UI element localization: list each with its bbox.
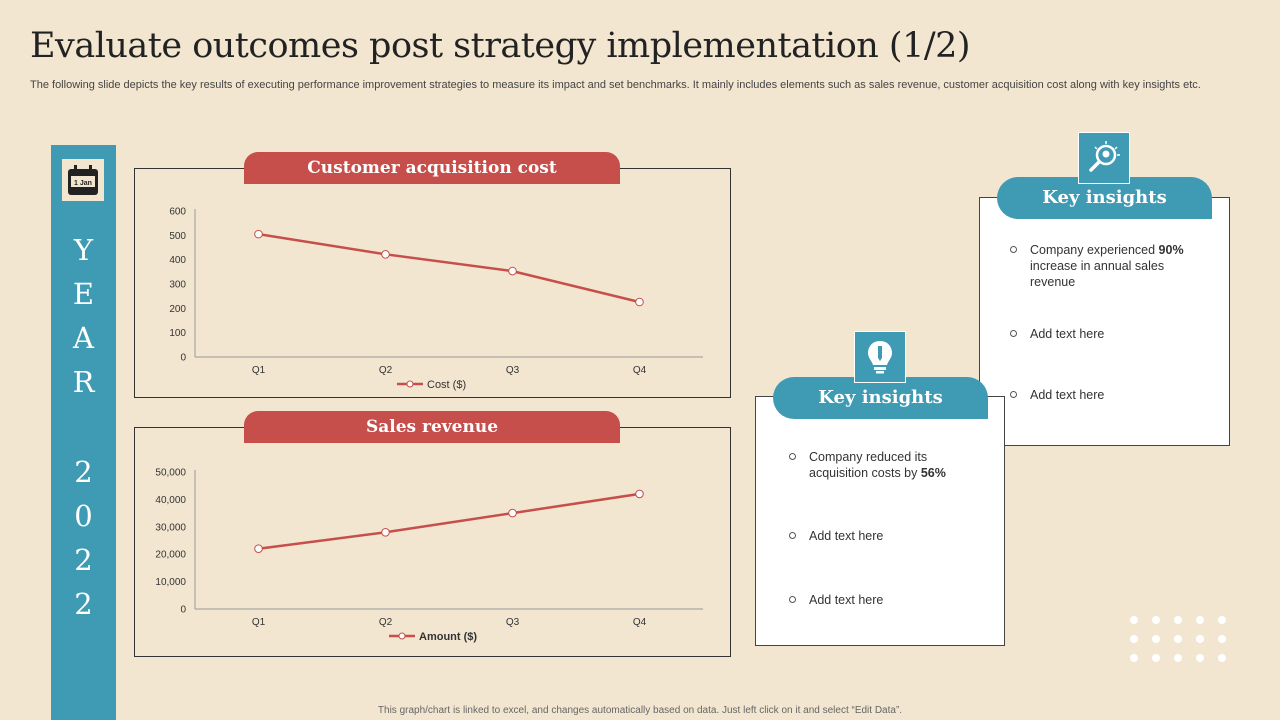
sales-legend-label: Amount ($) (419, 631, 477, 643)
decorative-dot (1152, 616, 1160, 624)
cac-y-tick-label: 500 (169, 231, 186, 242)
cac-chart-title: Customer acquisition cost (244, 152, 620, 184)
sales-chart-title: Sales revenue (244, 411, 620, 443)
insight-item: Company reduced its acquisition costs by… (789, 449, 984, 481)
decorative-dot (1130, 635, 1138, 643)
decorative-dot (1174, 616, 1182, 624)
insights-title-cost: Key insights (773, 377, 988, 419)
insight-item: Add text here (1010, 326, 1104, 342)
year-bar: 1 Jan Y E A R 2 0 2 2 (51, 145, 116, 720)
sales-y-tick-label: 50,000 (155, 468, 186, 479)
year-digit-4: 2 (74, 587, 93, 621)
sales-y-tick-label: 0 (180, 605, 186, 616)
magnifier-bulb-icon (1078, 132, 1130, 184)
sales-chart-panel: 0 10,000 20,000 30,000 40,000 50,000 Q1 Q2 Q3 Q4 A… (134, 427, 731, 657)
decorative-dot (1218, 654, 1226, 662)
cac-y-tick-label: 300 (169, 280, 186, 291)
insights-card-revenue: Company experienced 90% increase in annu… (979, 197, 1230, 446)
sales-x-tick-label: Q1 (252, 617, 266, 628)
sales-data-point (635, 489, 644, 499)
decorative-dot (1130, 616, 1138, 624)
sales-data-point (508, 508, 517, 518)
year-digit-1: 2 (74, 455, 93, 489)
year-letter-a: A (73, 321, 94, 355)
decorative-dot (1174, 635, 1182, 643)
calendar-icon: 1 Jan (62, 159, 104, 201)
cac-data-point (381, 250, 390, 259)
insight-item: Add text here (789, 528, 883, 544)
sales-data-point (254, 544, 263, 554)
cac-chart-panel: 0 100 200 300 400 500 600 Q1 Q2 Q3 Q4 Cost ($) (134, 168, 731, 398)
cac-y-tick-label: 400 (169, 255, 186, 266)
page-title: Evaluate outcomes post strategy implemen… (30, 26, 971, 66)
decorative-dot (1152, 635, 1160, 643)
year-letter-r: R (72, 365, 95, 399)
decorative-dot (1174, 654, 1182, 662)
year-letter-y: Y (73, 233, 94, 267)
decorative-dot (1152, 654, 1160, 662)
sales-legend-marker (398, 632, 406, 640)
decorative-dot (1218, 616, 1226, 624)
cac-data-point (508, 266, 517, 276)
cac-legend-label: Cost ($) (427, 379, 466, 391)
sales-y-tick-label: 20,000 (155, 550, 186, 561)
cac-x-tick-label: Q3 (506, 365, 520, 376)
cac-data-point (635, 297, 644, 307)
decorative-dot (1130, 654, 1138, 662)
insight-item: Add text here (1010, 387, 1104, 403)
page-subtitle: The following slide depicts the key resu… (30, 79, 1201, 91)
decorative-dot (1196, 616, 1204, 624)
cac-data-point (254, 229, 263, 239)
sales-line-chart: 0 10,000 20,000 30,000 40,000 50,000 Q1 Q2 Q3 Q4 A… (155, 468, 703, 643)
sales-x-tick-label: Q4 (633, 617, 647, 628)
insights-card-cost: Company reduced its acquisition costs by… (755, 396, 1005, 646)
sales-y-tick-label: 40,000 (155, 495, 186, 506)
pen-bulb-icon (854, 331, 906, 383)
decorative-dot (1218, 635, 1226, 643)
insight-item: Add text here (789, 592, 883, 608)
cac-x-tick-label: Q4 (633, 365, 647, 376)
calendar-label: 1 Jan (74, 180, 92, 187)
chart-footnote: This graph/chart is linked to excel, and… (377, 705, 903, 716)
cac-y-tick-label: 200 (169, 304, 186, 315)
cac-legend-marker (406, 380, 414, 388)
year-letter-e: E (72, 277, 95, 311)
cac-y-tick-label: 600 (169, 207, 186, 218)
cac-line-chart: 0 100 200 300 400 500 600 Q1 Q2 Q3 Q4 Cost ($) (169, 207, 703, 391)
cac-x-tick-label: Q2 (379, 365, 393, 376)
decorative-dot (1196, 635, 1204, 643)
sales-y-tick-label: 30,000 (155, 522, 186, 533)
insights-title-revenue: Key insights (997, 177, 1212, 219)
sales-x-tick-label: Q3 (506, 617, 520, 628)
insight-item: Company experienced 90% increase in annu… (1010, 242, 1210, 290)
sales-data-point (381, 527, 390, 537)
decorative-dots (1130, 616, 1234, 666)
sales-y-tick-label: 10,000 (155, 577, 186, 588)
cac-y-tick-label: 0 (180, 353, 186, 364)
cac-y-tick-label: 100 (169, 328, 186, 339)
decorative-dot (1196, 654, 1204, 662)
cac-series-line (258, 232, 640, 304)
year-digit-2: 0 (74, 499, 93, 533)
cac-x-tick-label: Q1 (252, 365, 266, 376)
year-digit-3: 2 (74, 543, 93, 577)
sales-series-line (258, 492, 640, 550)
sales-x-tick-label: Q2 (379, 617, 393, 628)
